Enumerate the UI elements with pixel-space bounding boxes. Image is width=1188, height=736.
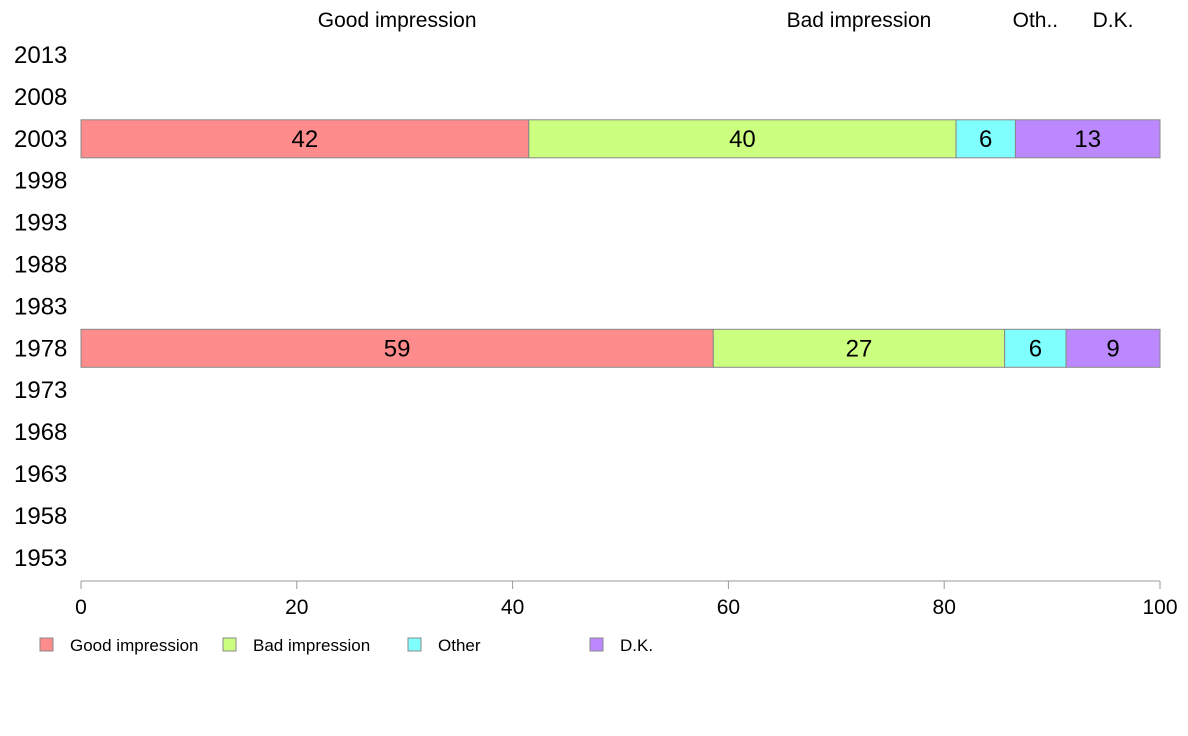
legend-swatch — [222, 637, 237, 652]
y-tick-label: 1983 — [14, 293, 67, 320]
top-category-label: D.K. — [1093, 9, 1134, 32]
y-tick-label: 1988 — [14, 252, 67, 279]
y-tick-label: 1998 — [14, 168, 67, 195]
y-tick-label: 1963 — [14, 461, 67, 488]
y-tick-label: 2003 — [14, 126, 67, 153]
top-category-label: Oth.. — [1013, 9, 1059, 32]
y-tick-label: 1993 — [14, 210, 67, 237]
y-tick-label: 1973 — [14, 377, 67, 404]
y-tick-label: 2013 — [14, 42, 67, 69]
legend-swatch — [589, 637, 604, 652]
x-tick-label: 60 — [717, 596, 740, 619]
x-tick-label: 100 — [1142, 596, 1177, 619]
y-tick-label: 1958 — [14, 503, 67, 530]
bar-segment — [1014, 119, 1161, 159]
legend-label: D.K. — [620, 636, 653, 655]
bar-value-label: 42 — [292, 126, 319, 153]
x-tick-label: 20 — [285, 596, 308, 619]
x-axis: 0 20 40 60 80 100 — [75, 580, 1178, 619]
x-tick-label: 80 — [933, 596, 956, 619]
legend-label: Good impression — [70, 636, 199, 655]
y-tick-label: 1968 — [14, 419, 67, 446]
legend: Good impression Bad impression Other D.K. — [39, 636, 653, 655]
y-tick-label: 2008 — [14, 84, 67, 111]
top-category-label: Bad impression — [787, 9, 932, 32]
bar-value-label: 6 — [1029, 335, 1042, 362]
x-tick-label: 0 — [75, 596, 87, 619]
legend-swatch — [39, 637, 54, 652]
bar-value-label: 13 — [1074, 126, 1101, 153]
bar-value-label: 6 — [979, 126, 992, 153]
bar-segment — [1004, 328, 1067, 368]
bar-segment — [80, 328, 714, 368]
top-category-labels: Good impression Bad impression Oth.. D.K. — [318, 9, 1134, 32]
legend-swatch — [407, 637, 422, 652]
bar-value-label: 27 — [846, 335, 873, 362]
bar-value-label: 9 — [1106, 335, 1119, 362]
y-tick-label: 1978 — [14, 335, 67, 362]
top-category-label: Good impression — [318, 9, 477, 32]
bar-segment — [1065, 328, 1161, 368]
y-axis-tick-labels: 2013 2008 2003 1998 1993 1988 1983 1978 1973 1968… — [14, 42, 67, 572]
bar-value-label: 59 — [384, 335, 411, 362]
bar-segment — [955, 119, 1016, 159]
bars: 42 40 6 13 59 27 6 9 — [80, 119, 1161, 368]
bar-segment — [712, 328, 1006, 368]
legend-label: Other — [438, 636, 481, 655]
bar-segment — [528, 119, 957, 159]
x-tick-label: 40 — [501, 596, 524, 619]
bar-segment — [80, 119, 530, 159]
legend-label: Bad impression — [253, 636, 370, 655]
y-tick-label: 1953 — [14, 545, 67, 572]
bar-value-label: 40 — [729, 126, 756, 153]
